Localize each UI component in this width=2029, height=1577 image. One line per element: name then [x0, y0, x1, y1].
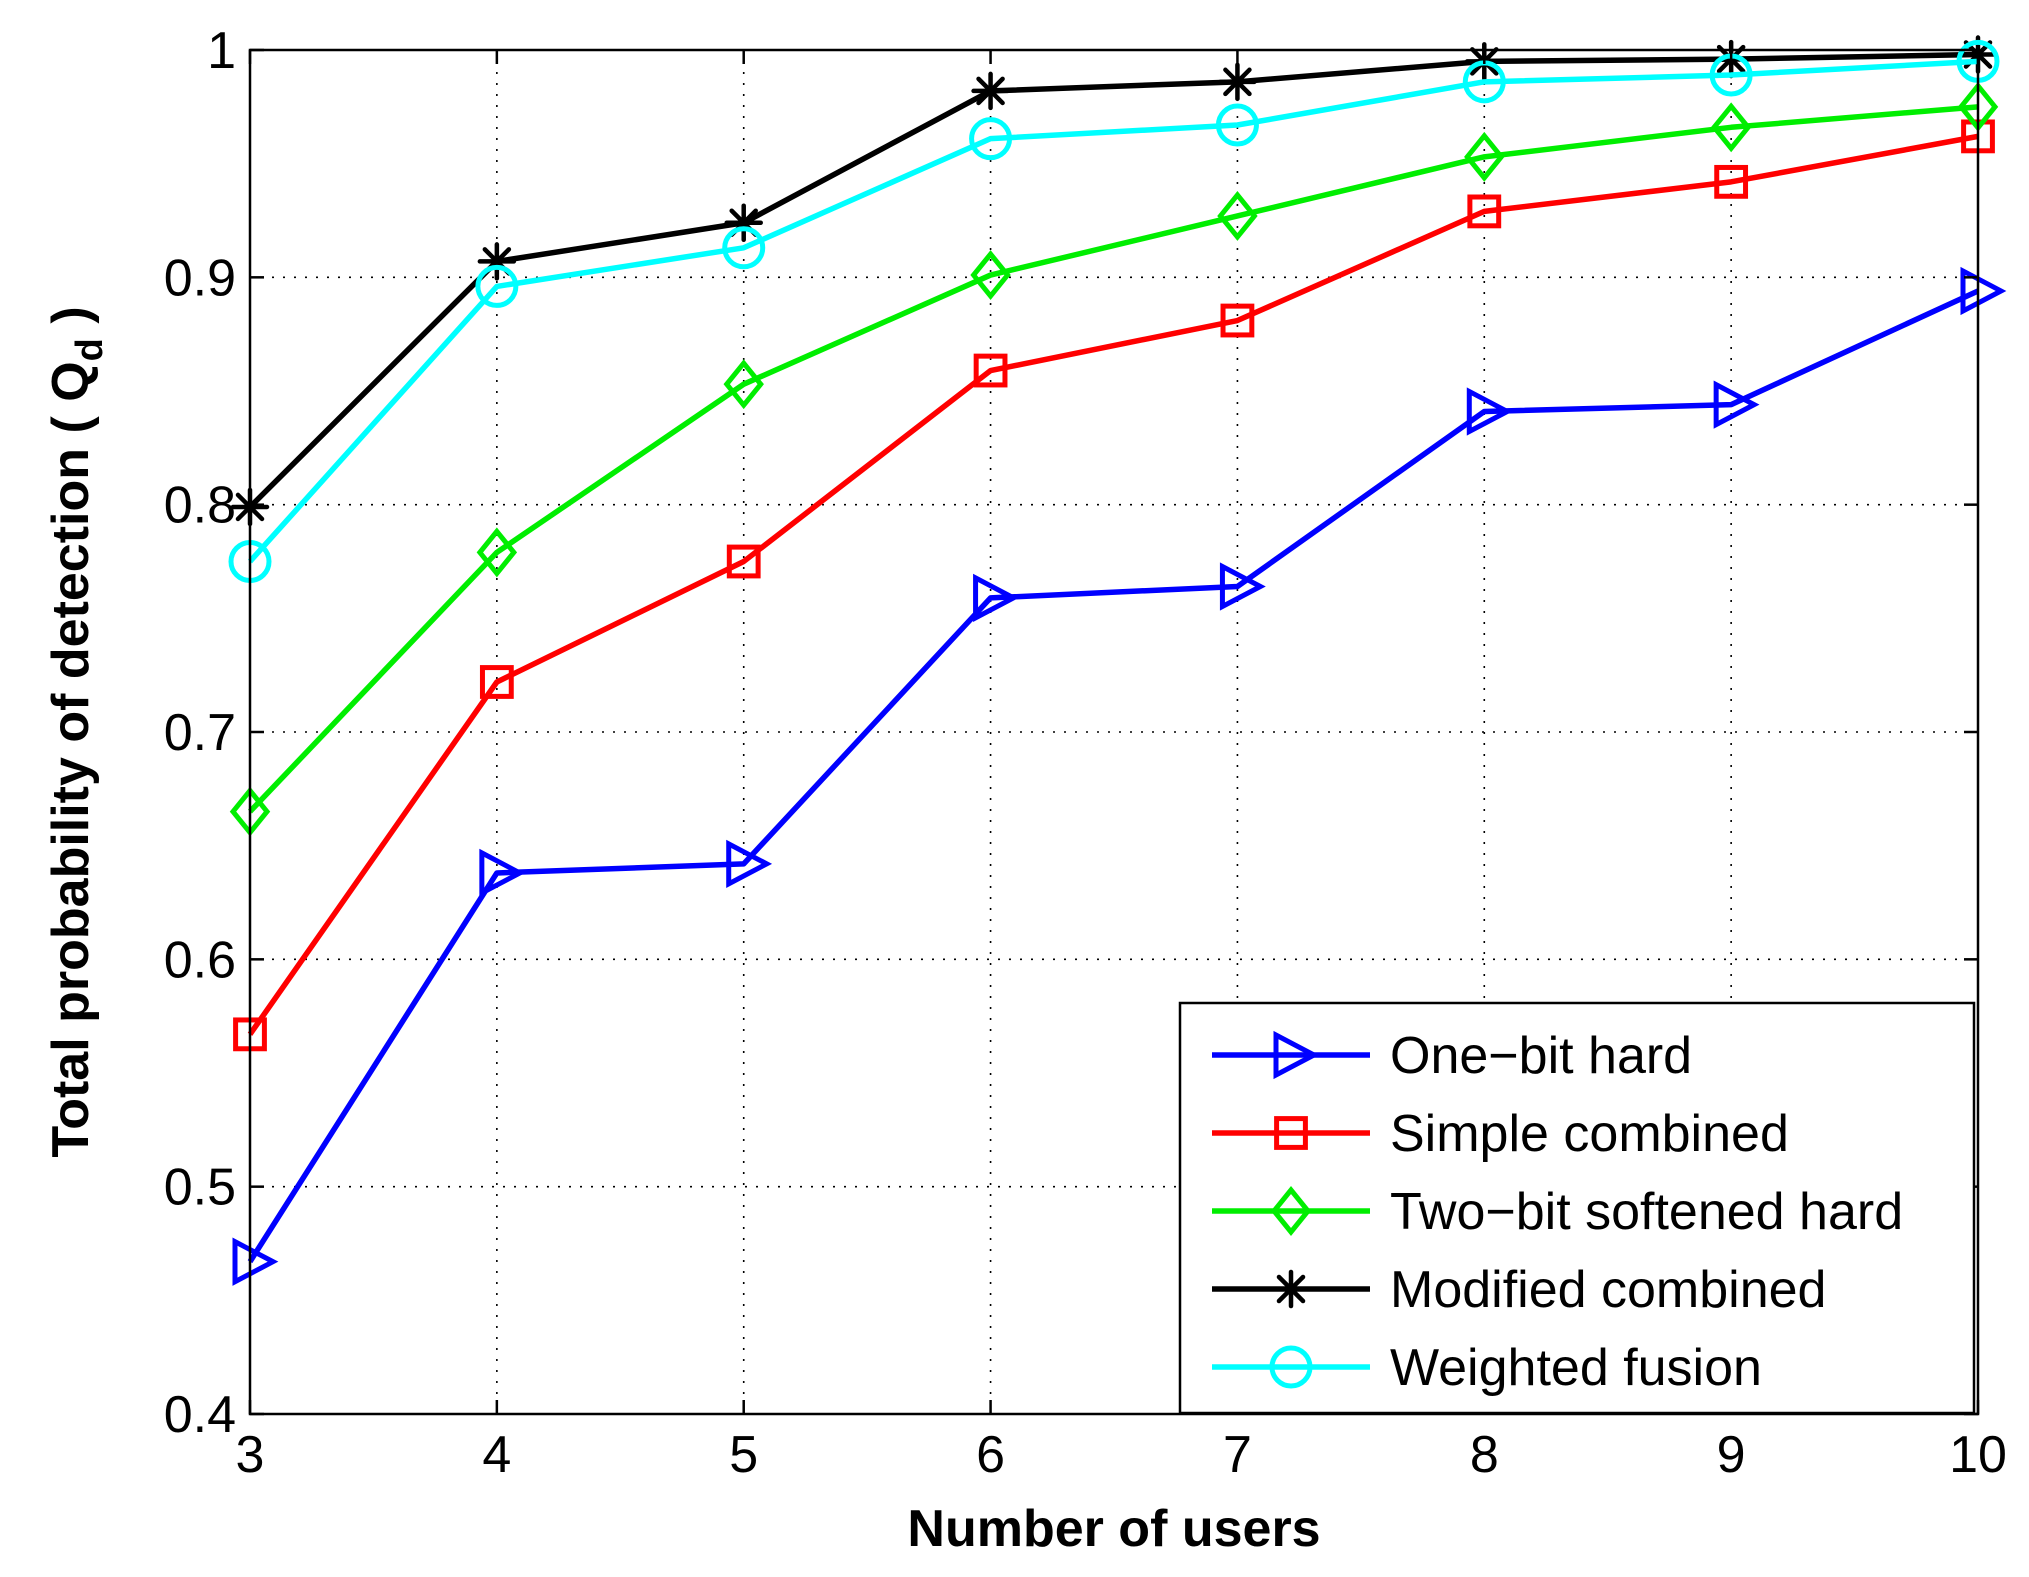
triangle-marker — [1466, 387, 1513, 436]
legend-entry: Weighted fusion — [1212, 1339, 1762, 1397]
circle-marker — [475, 264, 519, 308]
triangle-marker — [1219, 562, 1266, 611]
square-marker — [1274, 1116, 1308, 1150]
y-axis-title-suffix: ) — [42, 306, 100, 338]
legend-entry: Modified combined — [1212, 1261, 1826, 1319]
square-marker — [973, 353, 1008, 388]
legend-label: Two−bit softened hard — [1390, 1183, 1903, 1241]
y-axis-title-subscript: d — [69, 338, 111, 361]
legend-entry: One−bit hard — [1212, 1027, 1692, 1085]
y-tick-label: 0.6 — [164, 931, 236, 989]
legend-label: Simple combined — [1390, 1105, 1789, 1163]
y-tick-label: 0.9 — [164, 249, 236, 307]
circle-marker — [1215, 103, 1259, 147]
series-0 — [232, 266, 2007, 1286]
x-tick-label: 8 — [1470, 1426, 1499, 1484]
circle-marker — [722, 226, 766, 270]
legend: One−bit hard Simple combined Two−bit softe… — [1178, 1001, 1976, 1415]
x-tick-label: 3 — [236, 1426, 265, 1484]
y-tick-label: 0.8 — [164, 477, 236, 535]
series-line — [248, 104, 1979, 814]
diamond-marker — [723, 359, 764, 410]
diamond-marker — [1464, 131, 1505, 182]
y-axis-title: Total probability of detection ( Qd ) — [42, 306, 111, 1157]
triangle-marker — [232, 1237, 279, 1286]
series-line — [248, 51, 1979, 509]
x-tick-label: 9 — [1717, 1426, 1746, 1484]
diamond-marker — [970, 250, 1011, 301]
legend-entry: Simple combined — [1212, 1105, 1789, 1163]
diamond-marker — [1270, 1186, 1312, 1236]
diamond-marker — [476, 527, 518, 578]
circle-marker — [969, 117, 1013, 161]
asterisk-stroke — [1276, 1274, 1306, 1304]
square-marker — [726, 544, 761, 579]
asterisk-marker — [971, 71, 1010, 111]
square-marker — [479, 665, 514, 699]
triangle-marker — [726, 839, 773, 888]
y-tick-label: 0.7 — [164, 704, 236, 762]
series-line — [247, 133, 1979, 1036]
triangle-marker — [479, 848, 526, 898]
ticks: 3 4 5 6 7 8 9 10 0.4 0.5 0.6 0.7 0.8 0.9 1 — [164, 22, 2007, 1484]
square-marker — [1467, 194, 1502, 229]
series-line — [247, 58, 1979, 564]
legend-label: Modified combined — [1390, 1261, 1826, 1319]
asterisk-marker — [1218, 62, 1257, 102]
diamond-marker — [1217, 190, 1258, 241]
x-tick-label: 7 — [1223, 1426, 1252, 1484]
square-marker — [1220, 303, 1255, 338]
triangle-marker — [1273, 1030, 1320, 1080]
x-tick-label: 5 — [729, 1426, 758, 1484]
series-line — [247, 288, 1980, 1264]
x-axis-title: Number of users — [907, 1500, 1320, 1558]
asterisk-stroke — [976, 76, 1005, 106]
y-tick-label: 0.5 — [164, 1159, 236, 1217]
y-tick-label: 0.4 — [164, 1386, 236, 1444]
circle-marker — [1269, 1345, 1313, 1389]
y-axis-title-main: Total probability of detection ( Q — [42, 361, 100, 1157]
legend-box — [1178, 1001, 1976, 1415]
triangle-marker — [1713, 380, 1760, 429]
asterisk-stroke — [1223, 67, 1252, 97]
asterisk-marker — [1271, 1269, 1311, 1309]
x-tick-label: 6 — [976, 1426, 1005, 1484]
legend-label: Weighted fusion — [1390, 1339, 1762, 1397]
series-group — [228, 35, 2007, 1286]
square-marker — [1714, 164, 1749, 199]
y-tick-label: 1 — [207, 22, 236, 80]
triangle-marker — [1960, 266, 2007, 316]
diamond-marker — [1710, 102, 1752, 153]
x-tick-label: 4 — [482, 1426, 511, 1484]
x-tick-label: 10 — [1949, 1426, 2007, 1484]
legend-entry: Two−bit softened hard — [1212, 1183, 1903, 1241]
triangle-marker — [973, 573, 1019, 623]
legend-label: One−bit hard — [1390, 1027, 1692, 1085]
